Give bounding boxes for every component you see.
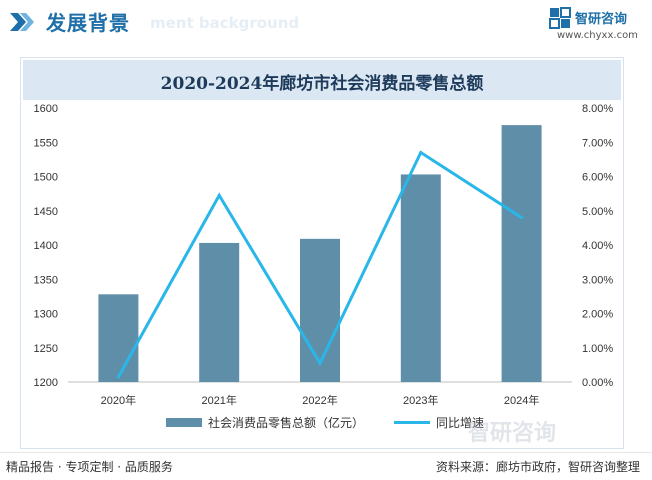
bar	[400, 174, 441, 382]
section-title: 发展背景	[46, 11, 130, 35]
bar	[300, 238, 340, 382]
bar	[98, 294, 139, 382]
watermark-bottom: 智研咨询	[468, 421, 557, 446]
y-right-tick-label: 2.00%	[582, 309, 613, 321]
y-left-tick-label: 1550	[34, 137, 58, 149]
y-right-tick-label: 3.00%	[582, 274, 613, 286]
logo-name: 智研咨询	[575, 12, 628, 27]
y-left-tick-label: 1250	[34, 343, 58, 355]
chart-legend: 社会消费品零售总额（亿元） 同比增速	[0, 412, 652, 432]
line-point	[318, 361, 322, 365]
chart-title: 2020-2024年廊坊市社会消费品零售总额	[160, 74, 484, 94]
footer-slogan: 精品报告 · 专项定制 · 品质服务	[6, 460, 173, 474]
y-right-tick-label: 7.00%	[582, 137, 613, 149]
line-point	[217, 193, 221, 197]
legend-swatch-bar	[166, 417, 202, 427]
y-left-tick-label: 1400	[34, 240, 58, 252]
y-left-tick-label: 1300	[34, 309, 58, 321]
section-header: 发展背景 ment background 智研咨询 www.chyxx.com	[0, 0, 652, 48]
chart-title-bar: 2020-2024年廊坊市社会消费品零售总额	[23, 60, 621, 100]
legend-label-line: 同比增速	[436, 415, 485, 430]
zhiyan-logo-icon	[549, 7, 571, 29]
line-point	[419, 151, 423, 155]
footer-divider	[0, 452, 652, 453]
x-tick-label: 2023年	[403, 393, 438, 407]
section-title-ghost: ment background	[150, 14, 300, 32]
x-tick-label: 2021年	[201, 393, 236, 407]
x-tick-label: 2024年	[504, 393, 539, 407]
y-right-tick-label: 8.00%	[582, 103, 613, 115]
footer-source: 资料来源：廊坊市政府，智研咨询整理	[435, 460, 640, 474]
line-point	[116, 375, 120, 379]
legend-label-bar: 社会消费品零售总额（亿元）	[208, 415, 365, 430]
y-right-tick-label: 1.00%	[582, 343, 613, 355]
line-point	[520, 216, 524, 220]
y-left-tick-label: 1600	[34, 103, 58, 115]
x-tick-label: 2020年	[101, 393, 136, 407]
y-left-tick-label: 1350	[34, 274, 58, 286]
double-chevron-icon	[10, 13, 34, 31]
legend-item-line: 同比增速	[394, 412, 484, 432]
y-left-tick-label: 1200	[34, 377, 58, 389]
y-left-tick-label: 1450	[34, 206, 58, 218]
y-left-tick-label: 1500	[34, 172, 58, 184]
legend-item-bar: 社会消费品零售总额（亿元）	[166, 412, 364, 432]
x-tick-label: 2022年	[302, 393, 337, 407]
legend-swatch-line	[394, 420, 430, 424]
y-right-tick-label: 4.00%	[582, 240, 613, 252]
footer: 精品报告 · 专项定制 · 品质服务 资料来源：廊坊市政府，智研咨询整理	[0, 452, 652, 480]
brand-logo: 智研咨询 www.chyxx.com	[549, 5, 645, 43]
y-right-tick-label: 5.00%	[582, 206, 613, 218]
logo-url: www.chyxx.com	[557, 30, 638, 41]
y-right-tick-label: 0.00%	[582, 377, 613, 389]
y-right-tick-label: 6.00%	[582, 172, 613, 184]
bar	[199, 242, 240, 382]
bar	[501, 125, 542, 382]
